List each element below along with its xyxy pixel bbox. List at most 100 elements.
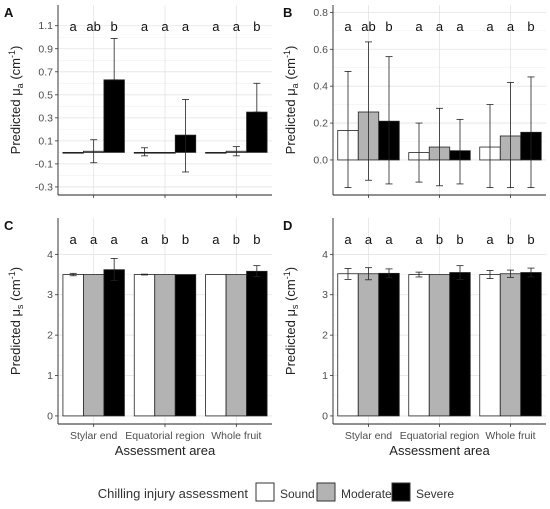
- y-tick-label: 4: [322, 249, 328, 261]
- y-axis-title-subscript: a: [15, 83, 25, 88]
- y-tick-label: 4: [47, 249, 53, 261]
- x-tick-label-whole-fruit: Whole fruit: [485, 430, 535, 442]
- y-axis-title-close: ): [8, 46, 23, 50]
- significance-letter: b: [161, 232, 168, 247]
- legend-title: Chilling injury assessment: [98, 486, 249, 501]
- significance-letter: b: [253, 232, 260, 247]
- significance-letter: a: [415, 232, 423, 247]
- significance-letter: a: [212, 232, 220, 247]
- panel-label-d: D: [283, 218, 292, 233]
- significance-letter: b: [507, 232, 514, 247]
- y-tick-label: 0.7: [38, 66, 53, 78]
- bar-moderate-equatorial-region: [154, 274, 176, 417]
- x-axis-title: Assessment area: [115, 443, 216, 458]
- significance-letter: a: [70, 232, 78, 247]
- significance-letter: b: [527, 232, 534, 247]
- significance-letter: a: [486, 19, 494, 34]
- significance-letter: a: [507, 19, 515, 34]
- significance-letter: b: [111, 19, 118, 34]
- y-tick-label: 0.0: [313, 154, 328, 166]
- bar-sound-equatorial-region: [133, 274, 156, 417]
- significance-letter: a: [486, 232, 494, 247]
- significance-letter: a: [233, 19, 241, 34]
- y-tick-label: 1: [47, 370, 53, 382]
- y-axis-title-close: ): [8, 267, 23, 271]
- significance-letter: a: [141, 19, 149, 34]
- bar-sound-whole-fruit: [205, 274, 227, 417]
- y-axis-title-main: Predicted μ: [283, 88, 298, 154]
- bar-moderate-stylar-end: [83, 274, 105, 417]
- y-tick-label: 3: [322, 289, 328, 301]
- significance-letter: b: [527, 19, 534, 34]
- significance-letter: a: [344, 232, 352, 247]
- significance-letter: a: [365, 232, 373, 247]
- y-tick-label: 0: [322, 410, 328, 422]
- bar-moderate-equatorial-region: [428, 274, 451, 417]
- y-tick-label: 2: [47, 330, 53, 342]
- y-tick-label: 0.5: [38, 89, 53, 101]
- x-axis-title: Assessment area: [389, 443, 490, 458]
- y-axis-title-subscript: s: [290, 304, 300, 309]
- y-tick-label: 0.8: [313, 7, 328, 19]
- bar-severe-stylar-end: [378, 272, 400, 417]
- bar-severe-equatorial-region: [174, 274, 197, 417]
- significance-letter: b: [182, 232, 189, 247]
- significance-letter: b: [456, 232, 463, 247]
- panels: -0.3-0.10.10.30.50.70.91.1 a ab b a a a a a bAPre…: [4, 5, 546, 458]
- y-axis-title-unit: (cm: [283, 279, 298, 304]
- significance-letter: a: [111, 232, 119, 247]
- y-axis-title-main: Predicted μ: [283, 309, 298, 375]
- significance-letter: a: [456, 19, 464, 34]
- legend-label-moderate: Moderate: [341, 487, 392, 501]
- y-axis-title-unit: (cm: [8, 279, 23, 304]
- y-tick-label: 1.1: [38, 20, 53, 32]
- significance-letter: a: [161, 19, 169, 34]
- bar-moderate-whole-fruit: [499, 273, 522, 417]
- y-tick-label: 2: [322, 330, 328, 342]
- y-axis-title-subscript: s: [15, 304, 25, 309]
- bar-moderate-whole-fruit: [225, 274, 247, 417]
- y-axis-title-close: ): [283, 46, 298, 50]
- significance-letter: b: [385, 19, 392, 34]
- y-tick-label: 3: [47, 289, 53, 301]
- y-tick-label: 0.4: [313, 81, 328, 93]
- bar-sound-equatorial-region: [408, 274, 430, 417]
- significance-letter: a: [385, 232, 393, 247]
- bar-sound-whole-fruit: [479, 274, 501, 417]
- panel-label-a: A: [4, 5, 14, 20]
- panel-label-c: C: [4, 218, 14, 233]
- y-tick-label: 1: [322, 370, 328, 382]
- y-axis-title: Predicted μa (cm-1): [282, 46, 300, 155]
- y-tick-label: 0.9: [38, 43, 53, 55]
- significance-letter: ab: [361, 19, 375, 34]
- y-tick-label: -0.1: [35, 158, 53, 170]
- significance-letter: a: [182, 19, 190, 34]
- y-axis-title-close: ): [283, 267, 298, 271]
- legend-label-sound: Sound: [280, 487, 315, 501]
- bar-severe-stylar-end: [103, 79, 125, 153]
- bar-severe-equatorial-region: [449, 272, 471, 417]
- y-axis-title-superscript: -1: [282, 271, 292, 279]
- x-tick-label-stylar-end: Stylar end: [70, 430, 117, 442]
- y-axis-title-main: Predicted μ: [8, 309, 23, 375]
- y-axis-title-unit: (cm: [283, 58, 298, 83]
- bar-moderate-equatorial-region: [154, 151, 176, 154]
- bar-sound-stylar-end: [62, 274, 84, 417]
- bar-severe-stylar-end: [103, 269, 125, 417]
- bar-severe-whole-fruit: [246, 111, 268, 153]
- significance-letter: a: [70, 19, 78, 34]
- significance-letter: a: [415, 19, 423, 34]
- bar-sound-whole-fruit: [205, 151, 227, 154]
- legend: Chilling injury assessment Sound Moderat…: [98, 482, 454, 502]
- bar-moderate-stylar-end: [357, 273, 380, 417]
- y-axis-title-subscript: a: [290, 83, 300, 88]
- y-tick-label: 0: [47, 410, 53, 422]
- y-axis-title-superscript: -1: [7, 271, 17, 279]
- legend-swatch-severe: [391, 482, 411, 502]
- y-axis-title-superscript: -1: [282, 50, 292, 58]
- y-tick-label: -0.3: [35, 181, 53, 193]
- significance-letter: a: [344, 19, 352, 34]
- y-axis-title-main: Predicted μ: [8, 88, 23, 154]
- panel-a: -0.3-0.10.10.30.50.70.91.1 a ab b a a a a a bAPre…: [4, 5, 272, 198]
